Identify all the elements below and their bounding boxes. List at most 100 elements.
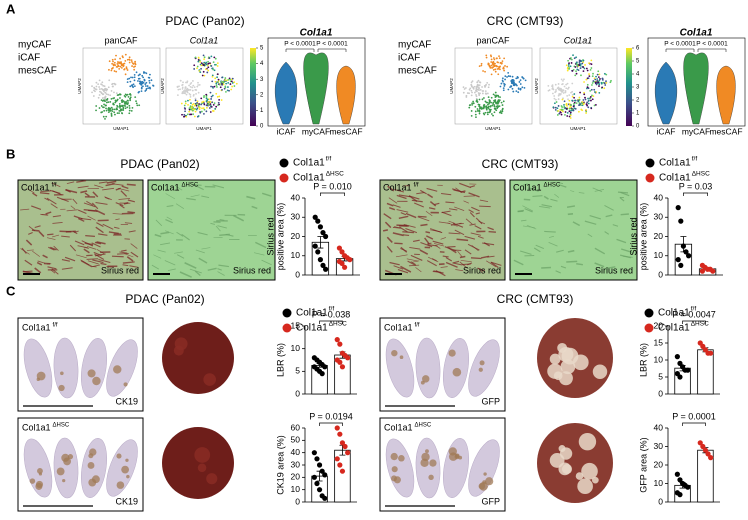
umap-dot [187,99,189,102]
fiber [193,184,204,191]
y-tick-label: 15 [291,320,301,330]
umap-dot [131,106,134,109]
umap-dot [486,81,489,84]
fiber [541,204,553,208]
umap-dot [590,88,593,91]
fiber [253,252,265,256]
umap-dot [504,65,506,67]
tumor-nodule [203,373,216,386]
fiber [560,265,567,269]
umap-dot [126,93,129,96]
umap-dot [192,94,195,97]
fiber [34,225,41,229]
data-point [674,471,680,477]
umap-dot [125,67,128,70]
umap-dot [501,77,504,80]
umap-dot [573,103,575,105]
fiber [154,233,162,238]
data-point [675,257,681,263]
umap-dot [205,97,208,100]
umap-dot [554,83,557,86]
umap-dot [510,80,513,82]
tumor-nodule [581,462,598,480]
lesion [35,482,43,490]
umap-dot [482,112,485,115]
legend-sup: f/f [326,156,332,163]
umap-dot [192,109,194,112]
image-label: Col1a1 [384,322,413,332]
fiber [477,267,486,272]
fiber [56,196,69,203]
umap-dot [592,72,594,75]
umap-dot [138,104,141,107]
umap-dot [591,75,594,78]
fiber [198,257,208,264]
violin [303,52,329,125]
umap-dot [110,69,113,72]
umap-dot [231,82,234,84]
fiber [441,192,452,196]
umap-dot [198,108,201,110]
fiber [426,187,438,192]
stain-label: Sirius red [233,265,271,275]
umap-dot [199,110,201,113]
umap-dot [493,104,496,106]
umap-dot [100,99,103,102]
umap-title: panCAF [104,35,138,45]
umap-dot [189,105,192,108]
umap-dot [145,72,148,75]
lesion [116,481,125,489]
bracket [682,422,706,426]
fiber [429,207,436,210]
fiber [128,230,136,233]
p-value: P < 0.0001 [696,41,728,48]
umap-dot [211,94,214,97]
umap-dot [203,61,206,64]
umap-dot [95,105,98,107]
fiber [470,232,481,236]
umap-dot [121,112,124,115]
axis-label: UMAP2 [449,78,454,94]
fiber [490,261,502,266]
y-tick-label: 30 [654,212,664,222]
fiber [95,202,108,205]
umap-dot [587,97,589,100]
umap-dot [476,81,479,83]
umap-dot [566,69,569,72]
umap-dot [128,107,131,109]
umap-dot [583,81,585,83]
umap-dot [481,86,483,88]
umap-dot [521,76,524,79]
fiber [464,249,472,255]
bracket [682,320,706,324]
fiber [122,264,129,267]
umap-dot [128,109,131,112]
umap-dot [181,87,184,90]
fiber [218,264,230,268]
legend-sup: ΔHSC [329,321,347,328]
umap-dot [586,69,589,72]
umap-dot [598,73,601,76]
umap-dot [138,77,141,80]
umap-dot [207,62,210,65]
umap-dot [588,99,590,102]
fiber [452,260,460,264]
fiber [93,251,102,257]
umap-dot [605,80,607,83]
fiber [32,192,38,197]
umap-dot [564,91,567,94]
fiber [475,217,483,225]
fiber [96,222,104,228]
umap-dot [564,107,567,109]
umap-dot [105,88,107,91]
umap-dot [104,96,107,99]
umap-dot [569,65,572,68]
umap-dot [581,109,584,112]
umap-dot [215,82,218,85]
legend-entry: Col1a1 [659,158,691,169]
fiber [47,233,54,236]
umap-dot [513,82,515,85]
fiber [190,194,200,198]
umap-dot [133,68,136,71]
fiber [112,213,123,215]
